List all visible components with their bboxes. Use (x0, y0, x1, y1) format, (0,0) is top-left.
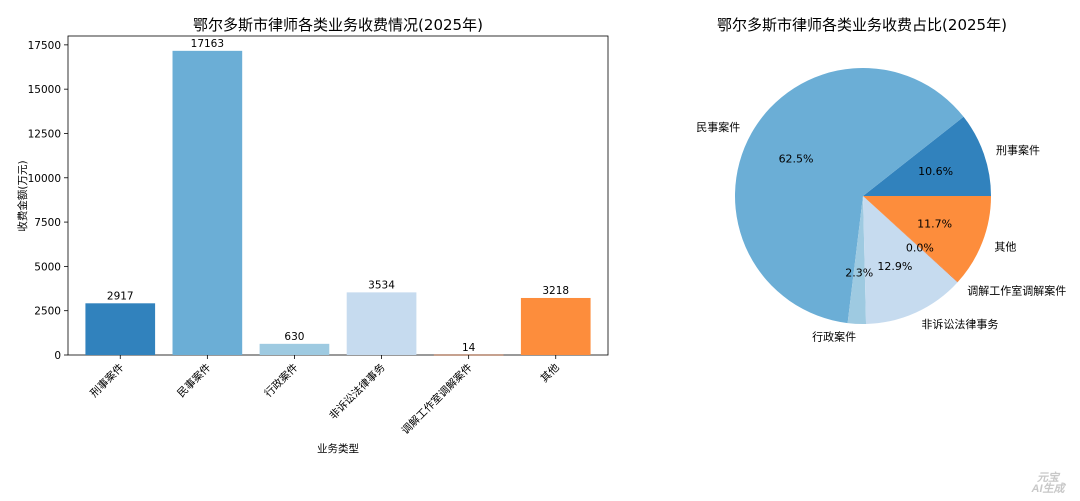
x-tick-label: 非诉讼法律事务 (327, 361, 389, 423)
pie-slices (735, 68, 991, 324)
bar-value-label: 14 (462, 342, 476, 354)
pie-slice (863, 196, 991, 282)
bar-value-label: 2917 (107, 290, 134, 302)
y-tick-label: 7500 (34, 217, 61, 229)
x-tick-label: 刑事案件 (87, 361, 126, 400)
y-tick-label: 15000 (28, 84, 61, 96)
bar (85, 303, 156, 355)
pie-slice (863, 196, 958, 283)
pie-percent-label: 62.5% (779, 152, 814, 165)
bar-chart: 鄂尔多斯市律师各类业务收费情况(2025年) 0 2500 5000 7500 1000… (16, 16, 609, 455)
bar-plot-frame (67, 35, 609, 356)
bar-value-labels: 2917 17163 630 3534 14 3218 (107, 38, 569, 354)
y-tick-label: 12500 (28, 128, 61, 140)
x-tick-label: 其他 (538, 361, 562, 385)
pie-category-label: 非诉讼法律事务 (921, 317, 998, 331)
bar (520, 297, 591, 355)
pie-chart-title: 鄂尔多斯市律师各类业务收费占比(2025年) (717, 16, 1007, 34)
bar-value-label: 17163 (191, 38, 224, 50)
y-tick-label: 17500 (28, 40, 61, 52)
pie-category-label: 其他 (994, 241, 1016, 254)
x-axis-label: 业务类型 (317, 442, 359, 455)
x-tick-label: 民事案件 (175, 361, 214, 400)
pie-slice (863, 196, 958, 324)
pie-percent-label: 11.7% (917, 218, 952, 231)
pie-category-label: 行政案件 (812, 330, 856, 344)
y-tick-label: 0 (54, 350, 61, 362)
watermark-line2: AI生成 (1031, 483, 1065, 495)
pie-percent-label: 2.3% (845, 267, 873, 280)
bars (85, 50, 591, 356)
x-tick-label: 行政案件 (262, 361, 301, 400)
pie-slice (863, 116, 991, 196)
watermark-line1: 元宝 (1037, 472, 1059, 484)
x-tick-label: 调解工作室调解案件 (399, 361, 475, 437)
pie-category-label: 民事案件 (696, 120, 740, 134)
bar-value-label: 630 (284, 331, 304, 343)
pie-slice (847, 196, 867, 324)
pie-percent-label: 12.9% (877, 260, 912, 273)
bar-chart-title: 鄂尔多斯市律师各类业务收费情况(2025年) (193, 16, 483, 34)
y-tick-label: 10000 (28, 173, 61, 185)
bar-value-label: 3534 (368, 279, 395, 291)
bar (259, 343, 330, 355)
y-axis-label: 收费金额(万元) (16, 160, 29, 231)
bar (172, 50, 243, 356)
pie-slice (735, 68, 964, 324)
pie-percent-label: 10.6% (918, 165, 953, 178)
pie-category-label: 刑事案件 (996, 143, 1040, 157)
pie-category-label: 调解工作室调解案件 (967, 284, 1066, 298)
pie-percent-label: 0.0% (906, 242, 934, 255)
y-axis-ticks: 0 2500 5000 7500 10000 12500 15000 17500 (28, 40, 68, 362)
y-tick-label: 5000 (34, 261, 61, 273)
y-tick-label: 2500 (34, 306, 61, 318)
watermark: 元宝 AI生成 (1026, 473, 1070, 495)
pie-percent-labels: 10.6% 62.5% 2.3% 12.9% 0.0% 11.7% (779, 152, 953, 279)
bar (346, 292, 417, 355)
x-axis-ticks: 刑事案件 民事案件 行政案件 非诉讼法律事务 调解工作室调解案件 其他 (87, 355, 562, 437)
bar-value-label: 3218 (542, 285, 569, 297)
